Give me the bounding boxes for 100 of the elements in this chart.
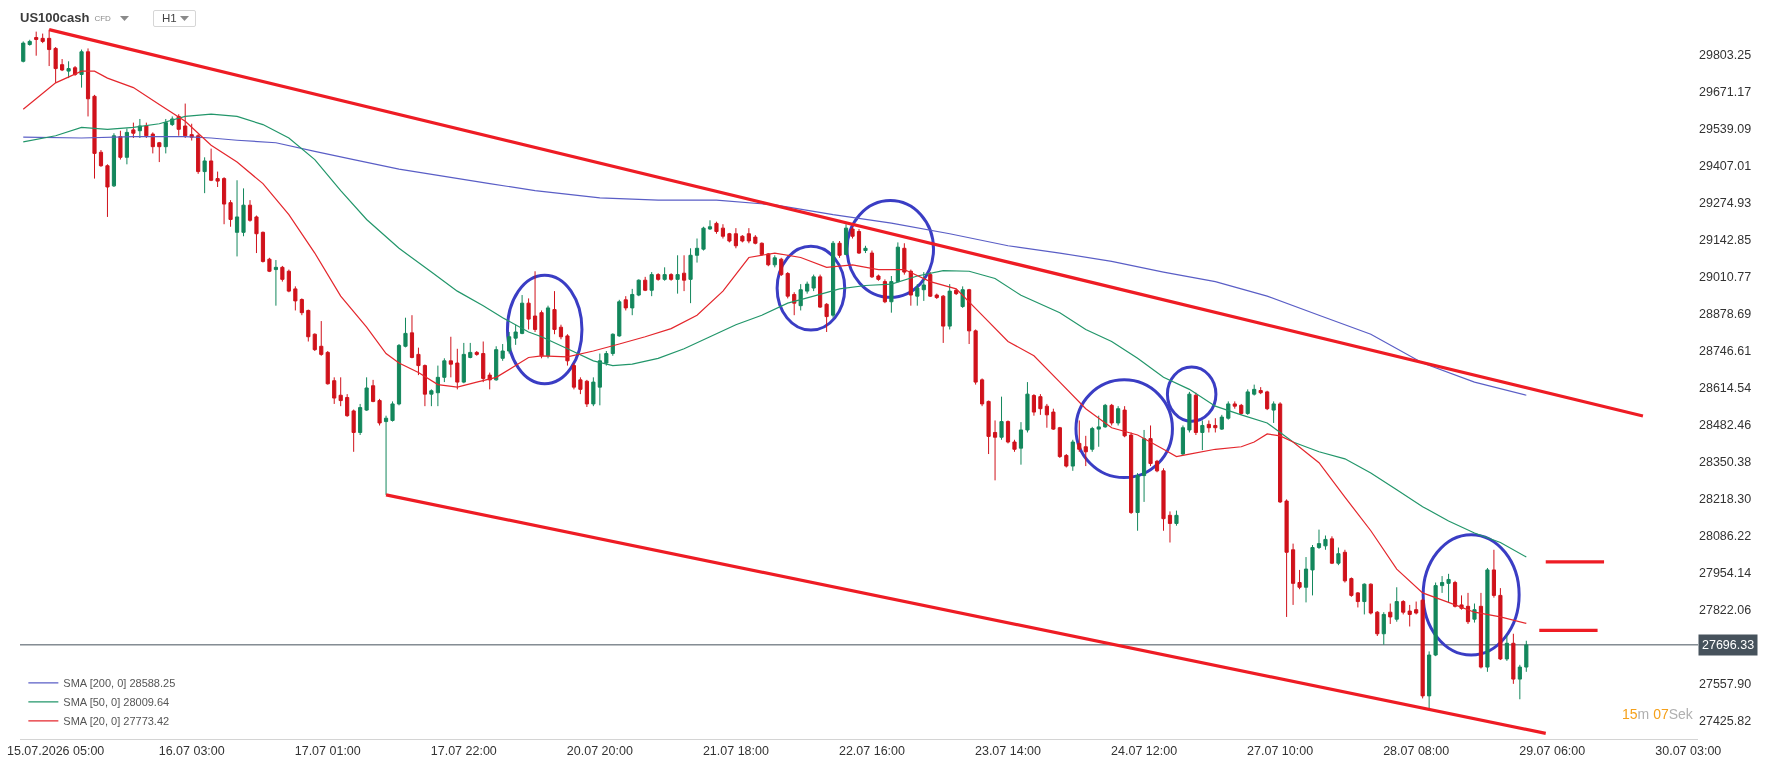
candlestick — [584, 379, 589, 408]
candlestick — [1511, 633, 1516, 685]
candlestick — [1109, 403, 1114, 426]
candlestick — [1355, 591, 1360, 608]
candlestick — [1038, 393, 1043, 416]
candlestick — [124, 127, 129, 165]
x-tick-label: 17.07 22:00 — [430, 744, 497, 758]
candlestick — [234, 179, 240, 257]
candlestick — [409, 314, 415, 359]
line-series — [22, 113, 1527, 558]
candlestick — [818, 274, 823, 309]
candlestick — [1433, 582, 1438, 657]
annotation: 15m 07Sek — [1622, 706, 1694, 722]
y-tick-label: 28878.69 — [1699, 307, 1752, 322]
x-tick-label: 24.07 12:00 — [1111, 744, 1178, 758]
candlestick — [1504, 634, 1509, 662]
candlestick — [183, 103, 188, 139]
candlestick — [468, 342, 473, 359]
candlestick — [1362, 582, 1367, 615]
candlestick — [1407, 604, 1412, 627]
candlestick — [675, 254, 680, 295]
candlestick — [1012, 439, 1017, 453]
candlestick — [1265, 390, 1270, 411]
candlestick — [617, 299, 622, 338]
candlestick — [1122, 405, 1127, 438]
x-tick-label: 16.07 03:00 — [158, 744, 225, 758]
candlestick — [105, 163, 110, 218]
candlestick — [1258, 386, 1263, 395]
candlestick — [260, 231, 266, 264]
candlestick — [1096, 415, 1101, 448]
candlestick — [1388, 603, 1393, 625]
candlestick — [293, 285, 298, 311]
candlestick — [843, 223, 849, 256]
candlestick — [526, 297, 531, 330]
candlestick — [1057, 426, 1062, 459]
y-tick-label: 28746.61 — [1699, 344, 1752, 359]
y-tick-label: 29539.09 — [1699, 122, 1752, 137]
candlestick — [92, 94, 97, 180]
candlestick — [1103, 403, 1108, 429]
candlestick — [66, 60, 71, 79]
candlestick — [1329, 535, 1335, 565]
candlestick — [597, 353, 602, 406]
candlestick — [1427, 650, 1432, 711]
candlestick — [1219, 414, 1224, 431]
candlestick — [604, 350, 609, 367]
candlestick — [34, 31, 39, 57]
candlestick — [267, 257, 272, 273]
candlestick — [299, 297, 304, 316]
candlestick — [889, 275, 894, 314]
candlestick — [338, 376, 343, 407]
candlestick — [1381, 611, 1386, 646]
candlestick — [79, 49, 84, 89]
candlestick — [254, 215, 259, 254]
candlestick — [1213, 417, 1218, 433]
candlestick — [494, 345, 499, 382]
candlestick — [1349, 576, 1354, 598]
y-tick-label: 27954.14 — [1699, 566, 1752, 581]
candlestick — [351, 409, 356, 453]
candlestick — [435, 365, 440, 407]
candlestick — [390, 400, 395, 423]
candlestick — [1310, 544, 1315, 596]
candlestick — [552, 290, 557, 335]
candlestick — [332, 376, 337, 405]
candlestick — [720, 223, 726, 239]
y-tick-label: 29803.25 — [1699, 48, 1752, 63]
candlestick — [947, 283, 952, 330]
candlestick — [1232, 400, 1237, 410]
candlestick — [733, 227, 738, 249]
candlestick — [908, 269, 913, 307]
candlestick — [921, 271, 926, 302]
candlestick — [798, 283, 803, 311]
candlestick — [1005, 419, 1011, 444]
candlestick — [837, 240, 842, 259]
x-tick-label: 27.07 10:00 — [1247, 744, 1314, 758]
candlestick — [1342, 549, 1347, 584]
x-tick-label: 17.07 01:00 — [294, 744, 361, 758]
candlestick — [1316, 529, 1322, 550]
candlestick — [707, 219, 713, 230]
y-tick-label: 28218.30 — [1699, 492, 1752, 507]
candlestick — [1485, 567, 1490, 673]
candlestick — [694, 238, 700, 264]
legend-label: SMA [200, 0] 28588.25 — [63, 677, 176, 690]
candlestick — [364, 376, 369, 412]
candlestick — [1167, 510, 1173, 543]
candlestick — [377, 398, 382, 426]
candlestick — [1297, 569, 1302, 590]
candlestick — [532, 270, 538, 333]
candlestick — [280, 265, 285, 283]
candlestick — [1252, 384, 1257, 397]
candlestick — [681, 254, 687, 292]
candlestick — [1239, 403, 1244, 416]
y-tick-label: 27425.82 — [1699, 713, 1752, 728]
candlestick — [163, 118, 168, 154]
candlestick — [312, 332, 317, 352]
annotation: H1 — [162, 11, 177, 26]
candlestick — [507, 331, 512, 355]
candlestick — [53, 46, 58, 84]
candlestick — [727, 232, 732, 243]
candlestick — [1491, 549, 1497, 599]
y-tick-label: 27557.90 — [1699, 676, 1752, 691]
